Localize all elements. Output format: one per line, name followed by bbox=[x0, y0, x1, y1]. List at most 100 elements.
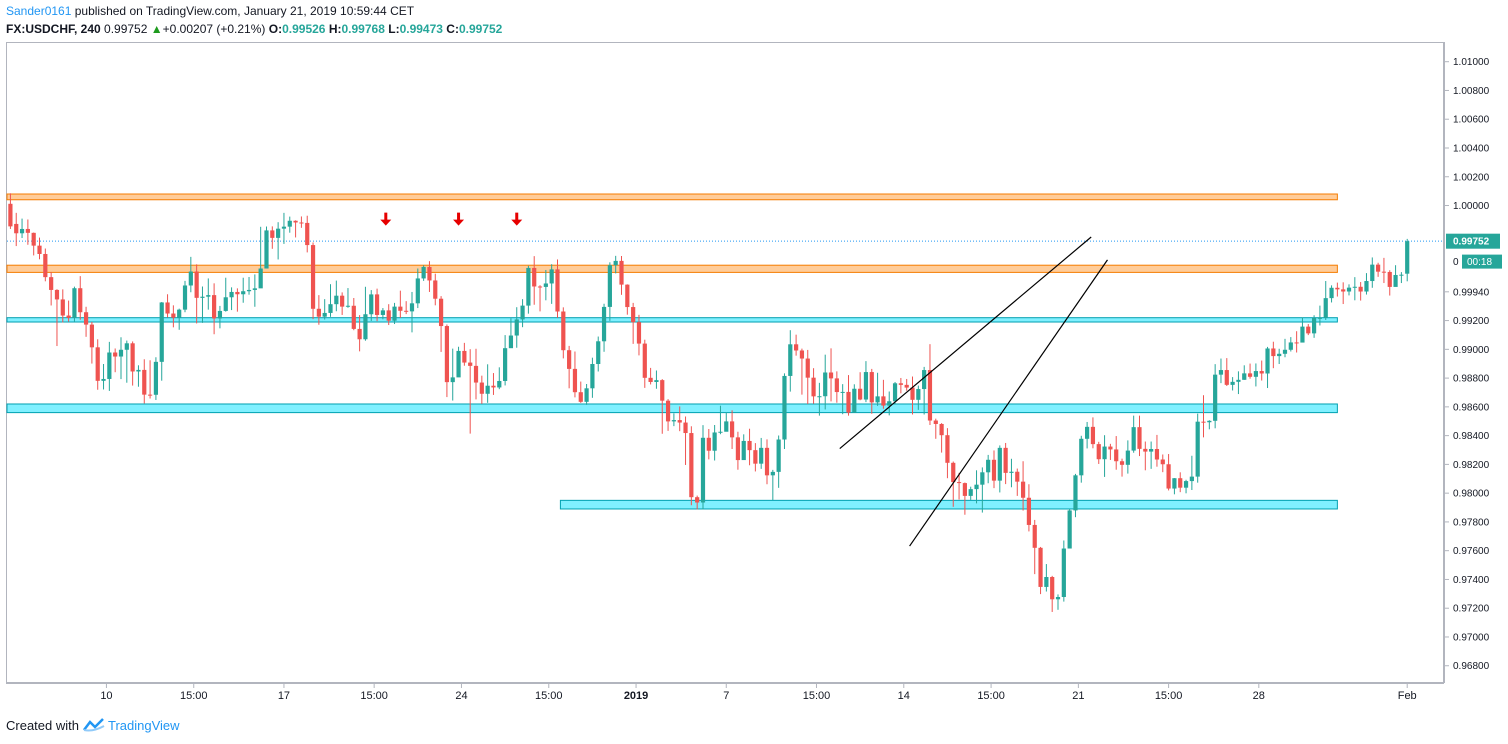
markers-layer bbox=[380, 212, 523, 226]
candle-body bbox=[1282, 349, 1288, 354]
candle-body bbox=[1218, 370, 1224, 375]
candle-body bbox=[1102, 446, 1107, 460]
candle-body bbox=[491, 385, 496, 388]
down-arrow-icon bbox=[511, 212, 523, 226]
candle-body bbox=[351, 305, 356, 329]
candle-body bbox=[601, 306, 607, 342]
candle-body bbox=[107, 352, 112, 379]
candle-body bbox=[962, 483, 967, 496]
price-axis[interactable]: 1.01000 1.00800 1.00600 1.00400 1.00200 1.000… bbox=[1444, 57, 1490, 672]
candle-body bbox=[194, 271, 199, 298]
candle-body bbox=[1294, 342, 1299, 344]
candle-body bbox=[1346, 287, 1352, 292]
candle-body bbox=[1149, 449, 1154, 452]
publish-info: Sander0161 published on TradingView.com,… bbox=[6, 4, 414, 18]
candle-body bbox=[1079, 438, 1084, 476]
created-with-text: Created with bbox=[6, 718, 79, 733]
plot-frame bbox=[6, 42, 1444, 683]
candle-body bbox=[625, 284, 630, 308]
candle-body bbox=[735, 437, 741, 461]
high-value: 0.99768 bbox=[341, 22, 385, 36]
candle-body bbox=[485, 385, 490, 394]
tradingview-brand-link[interactable]: TradingView bbox=[108, 718, 180, 733]
candle-body bbox=[299, 222, 304, 224]
open-value: 0.99526 bbox=[282, 22, 326, 36]
candle-body bbox=[741, 440, 746, 461]
high-label: H: bbox=[328, 22, 342, 36]
down-arrow-icon bbox=[380, 212, 392, 226]
candle-body bbox=[846, 391, 851, 413]
footer: Created with TradingView bbox=[6, 718, 180, 733]
candle-body bbox=[1026, 497, 1032, 525]
candle-body bbox=[543, 283, 548, 287]
candle-body bbox=[421, 266, 426, 279]
candle-body bbox=[25, 228, 30, 233]
candle-body bbox=[1108, 446, 1113, 450]
time-tick-label: 7 bbox=[723, 690, 729, 702]
candle-body bbox=[945, 435, 950, 463]
candle-body bbox=[450, 377, 455, 383]
candle-body bbox=[980, 472, 985, 485]
candle-body bbox=[706, 437, 711, 451]
candle-body bbox=[66, 315, 71, 318]
price-tick-label: 0.97600 bbox=[1453, 546, 1490, 557]
candle-body bbox=[1253, 371, 1258, 377]
candle-body bbox=[479, 382, 484, 394]
author-link[interactable]: Sander0161 bbox=[6, 4, 72, 18]
candle-body bbox=[136, 369, 141, 372]
price-tick-label: 1.00000 bbox=[1453, 201, 1490, 212]
candle-body bbox=[817, 396, 822, 398]
candle-body bbox=[113, 352, 118, 357]
candle-body bbox=[31, 232, 36, 246]
candle-body bbox=[1015, 471, 1020, 482]
candle-body bbox=[305, 222, 310, 246]
price-tick-label: 0.99200 bbox=[1453, 316, 1490, 327]
candle-body bbox=[409, 303, 415, 312]
candle-body bbox=[881, 396, 886, 406]
candle-body bbox=[671, 420, 676, 422]
price-tick-label: 0.97200 bbox=[1453, 604, 1490, 615]
close-label: C: bbox=[446, 22, 459, 36]
candle-body bbox=[83, 312, 89, 325]
candle-body bbox=[689, 433, 694, 498]
last-price-tag: 0.99752 00:18 0 bbox=[1446, 233, 1502, 269]
candle-body bbox=[19, 228, 25, 234]
candle-body bbox=[537, 286, 543, 288]
time-tick-label: 15:00 bbox=[180, 690, 208, 702]
price-tick-label: 0.98600 bbox=[1453, 402, 1490, 413]
candle-body bbox=[1265, 348, 1270, 374]
candle-body bbox=[1381, 271, 1387, 273]
countdown-tag-bg bbox=[1462, 254, 1502, 269]
candle-body bbox=[89, 324, 94, 348]
candle-body bbox=[1119, 461, 1125, 465]
candle-body bbox=[532, 267, 537, 287]
candle-body bbox=[1393, 274, 1398, 287]
candle-body bbox=[276, 228, 281, 238]
last-price: 0.99752 bbox=[104, 22, 148, 36]
candle-body bbox=[264, 230, 269, 269]
candle-body bbox=[49, 277, 54, 290]
candle-body bbox=[165, 302, 170, 314]
time-axis[interactable]: 10 15:00 17 15:00 24 15:00 2019 7 15:00 14 15:00 21… bbox=[100, 683, 1417, 702]
candle-body bbox=[200, 296, 205, 298]
candle-body bbox=[43, 253, 48, 278]
candle-body bbox=[78, 288, 83, 313]
candle-body bbox=[514, 319, 519, 336]
candle-body bbox=[1323, 298, 1328, 318]
price-tick-label: 0.97000 bbox=[1453, 632, 1490, 643]
candle-body bbox=[590, 364, 595, 389]
candle-body bbox=[764, 447, 770, 476]
candle-body bbox=[852, 388, 857, 413]
candle-body bbox=[182, 285, 188, 310]
price-tick-label: 1.00400 bbox=[1453, 143, 1490, 154]
candle-body bbox=[811, 377, 816, 397]
symbol-info: FX:USDCHF, 240 0.99752 ▲+0.00207 (+0.21%… bbox=[6, 22, 502, 36]
candle-body bbox=[567, 350, 572, 369]
candle-body bbox=[1230, 381, 1235, 385]
candle-body bbox=[374, 294, 380, 315]
candle-body bbox=[444, 326, 450, 383]
time-tick-label: 14 bbox=[898, 690, 910, 702]
tradingview-logo-icon[interactable] bbox=[82, 718, 108, 733]
candle-body bbox=[770, 471, 775, 476]
